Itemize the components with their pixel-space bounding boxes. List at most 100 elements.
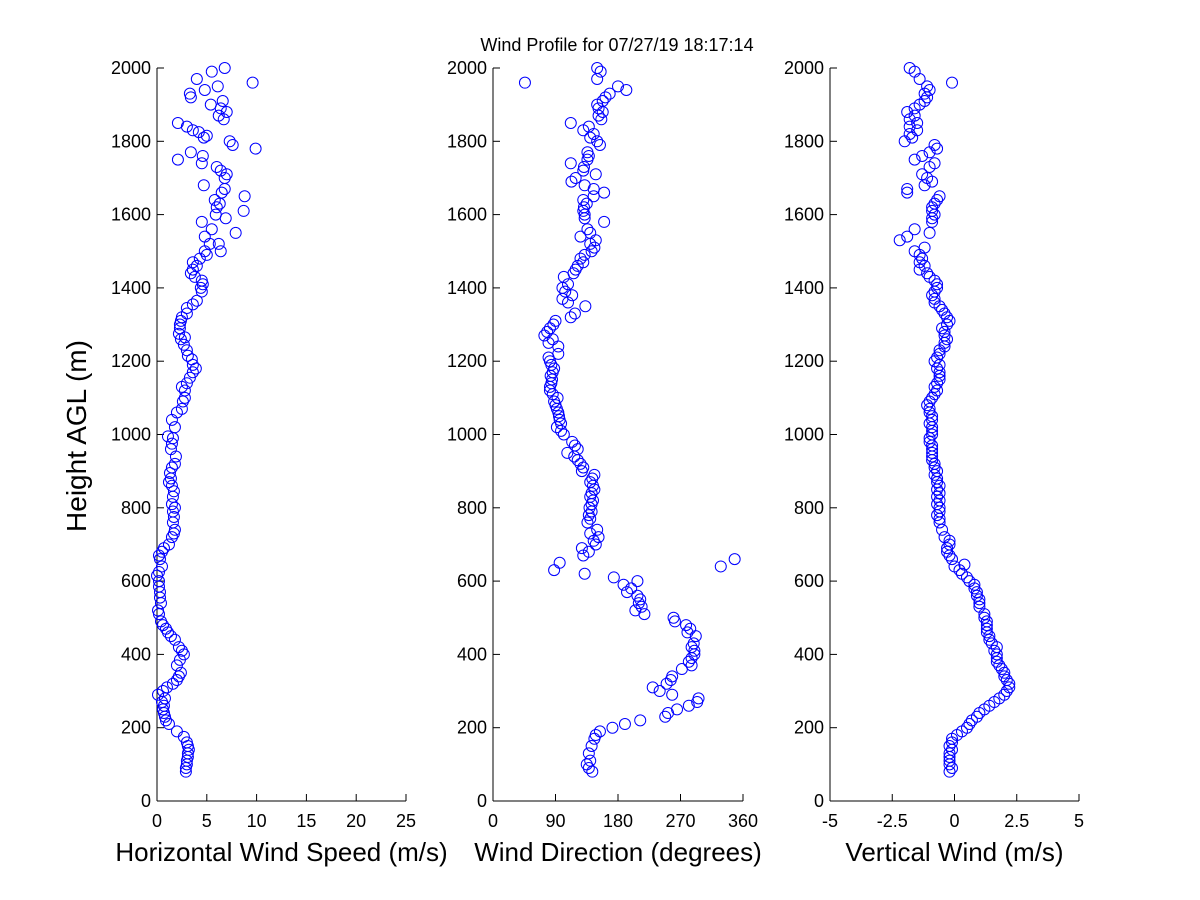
vertical-data-point — [916, 252, 929, 265]
vertical-data-point — [893, 234, 906, 247]
vertical-data-point — [926, 391, 939, 404]
speed-data-point — [168, 523, 181, 536]
speed-data-point — [193, 252, 206, 265]
vertical-data-point — [995, 663, 1008, 676]
direction-data-point — [518, 76, 531, 89]
direction-data-point — [559, 285, 572, 298]
direction-data-point — [631, 589, 644, 602]
direction-data-point — [659, 710, 672, 723]
speed-data-point — [204, 98, 217, 111]
speed-data-point — [200, 129, 213, 142]
speed-data-point — [168, 421, 181, 434]
speed-data-point — [157, 542, 170, 555]
speed-data-point — [226, 138, 239, 151]
vertical-data-point — [933, 373, 946, 386]
speed-data-point — [183, 87, 196, 100]
vertical-x-tick-label: 5 — [1074, 811, 1084, 831]
direction-y-tick-label: 2000 — [447, 58, 487, 78]
vertical-data-point — [980, 622, 993, 635]
vertical-data-point — [923, 395, 936, 408]
speed-y-tick-label: 400 — [121, 644, 151, 664]
speed-data-point — [155, 560, 168, 573]
vertical-data-point — [923, 83, 936, 96]
speed-data-point — [195, 274, 208, 287]
direction-data-point — [589, 729, 602, 742]
direction-data-point — [577, 164, 590, 177]
height-axis-label: Height AGL (m) — [61, 340, 92, 532]
direction-data-point — [612, 80, 624, 93]
vertical-data-point — [936, 523, 949, 536]
direction-data-point — [565, 175, 578, 188]
vertical-data-point — [963, 575, 976, 588]
speed-data-point — [168, 457, 181, 470]
vertical-data-point — [931, 142, 944, 155]
direction-data-point — [564, 157, 577, 170]
vertical-data-point — [923, 432, 936, 445]
vertical-data-point — [941, 333, 954, 346]
vertical-y-tick-label: 200 — [794, 718, 824, 738]
speed-x-tick-label: 10 — [247, 811, 267, 831]
direction-data-point — [728, 553, 741, 566]
speed-data-point — [154, 615, 167, 628]
vertical-data-point — [918, 259, 931, 272]
direction-data-point — [562, 278, 574, 291]
direction-data-point — [599, 91, 612, 104]
vertical-data-point — [931, 377, 944, 390]
speed-data-point — [209, 208, 222, 221]
vertical-data-point — [998, 670, 1011, 683]
speed-data-point — [152, 565, 165, 578]
vertical-y-tick-label: 600 — [794, 571, 824, 591]
direction-data-point — [666, 670, 679, 683]
vertical-data-point — [916, 168, 929, 181]
vertical-data-point — [931, 281, 944, 294]
vertical-data-point — [928, 355, 941, 368]
speed-data-point — [210, 201, 223, 214]
speed-data-point — [165, 437, 178, 450]
direction-data-point — [564, 116, 577, 129]
vertical-data-point — [928, 208, 941, 221]
speed-data-point — [217, 113, 230, 126]
speed-x-tick-label: 0 — [152, 811, 162, 831]
speed-data-point — [190, 72, 203, 85]
vertical-data-point — [908, 153, 921, 166]
direction-data-point — [593, 725, 606, 738]
direction-data-point — [582, 545, 595, 558]
direction-data-point — [577, 461, 590, 474]
direction-data-point — [671, 703, 684, 716]
direction-data-point — [587, 534, 600, 547]
direction-data-point — [596, 94, 609, 107]
speed-data-point — [186, 358, 199, 371]
speed-data-point — [180, 736, 193, 749]
direction-data-point — [577, 201, 590, 214]
vertical-data-point — [983, 699, 996, 712]
vertical-data-point — [928, 157, 941, 170]
direction-data-point — [568, 439, 581, 452]
speed-data-point — [190, 294, 203, 307]
vertical-data-point — [908, 109, 921, 122]
direction-data-point — [714, 560, 727, 573]
vertical-data-point — [993, 659, 1006, 672]
speed-data-point — [180, 377, 193, 390]
vertical-data-point — [931, 509, 944, 522]
vertical-data-point — [988, 696, 1001, 709]
speed-data-point — [165, 413, 178, 426]
direction-data-point — [680, 619, 693, 632]
speed-data-point — [159, 714, 172, 727]
vertical-data-point — [1000, 674, 1013, 687]
vertical-data-point — [911, 124, 924, 137]
direction-data-point — [569, 171, 582, 184]
speed-data-point — [237, 204, 250, 217]
vertical-data-point — [921, 91, 934, 104]
direction-data-point — [553, 556, 566, 569]
speed-data-point — [177, 338, 190, 351]
speed-data-point — [212, 109, 225, 122]
direction-data-point — [625, 582, 638, 595]
direction-data-point — [566, 289, 579, 302]
direction-y-tick-label: 1400 — [447, 278, 487, 298]
vertical-y-tick-label: 1600 — [784, 205, 824, 225]
vertical-data-point — [990, 655, 1003, 668]
direction-data-point — [578, 567, 591, 580]
vertical-data-point — [983, 630, 996, 643]
direction-data-point — [595, 113, 608, 126]
direction-data-point — [574, 457, 587, 470]
